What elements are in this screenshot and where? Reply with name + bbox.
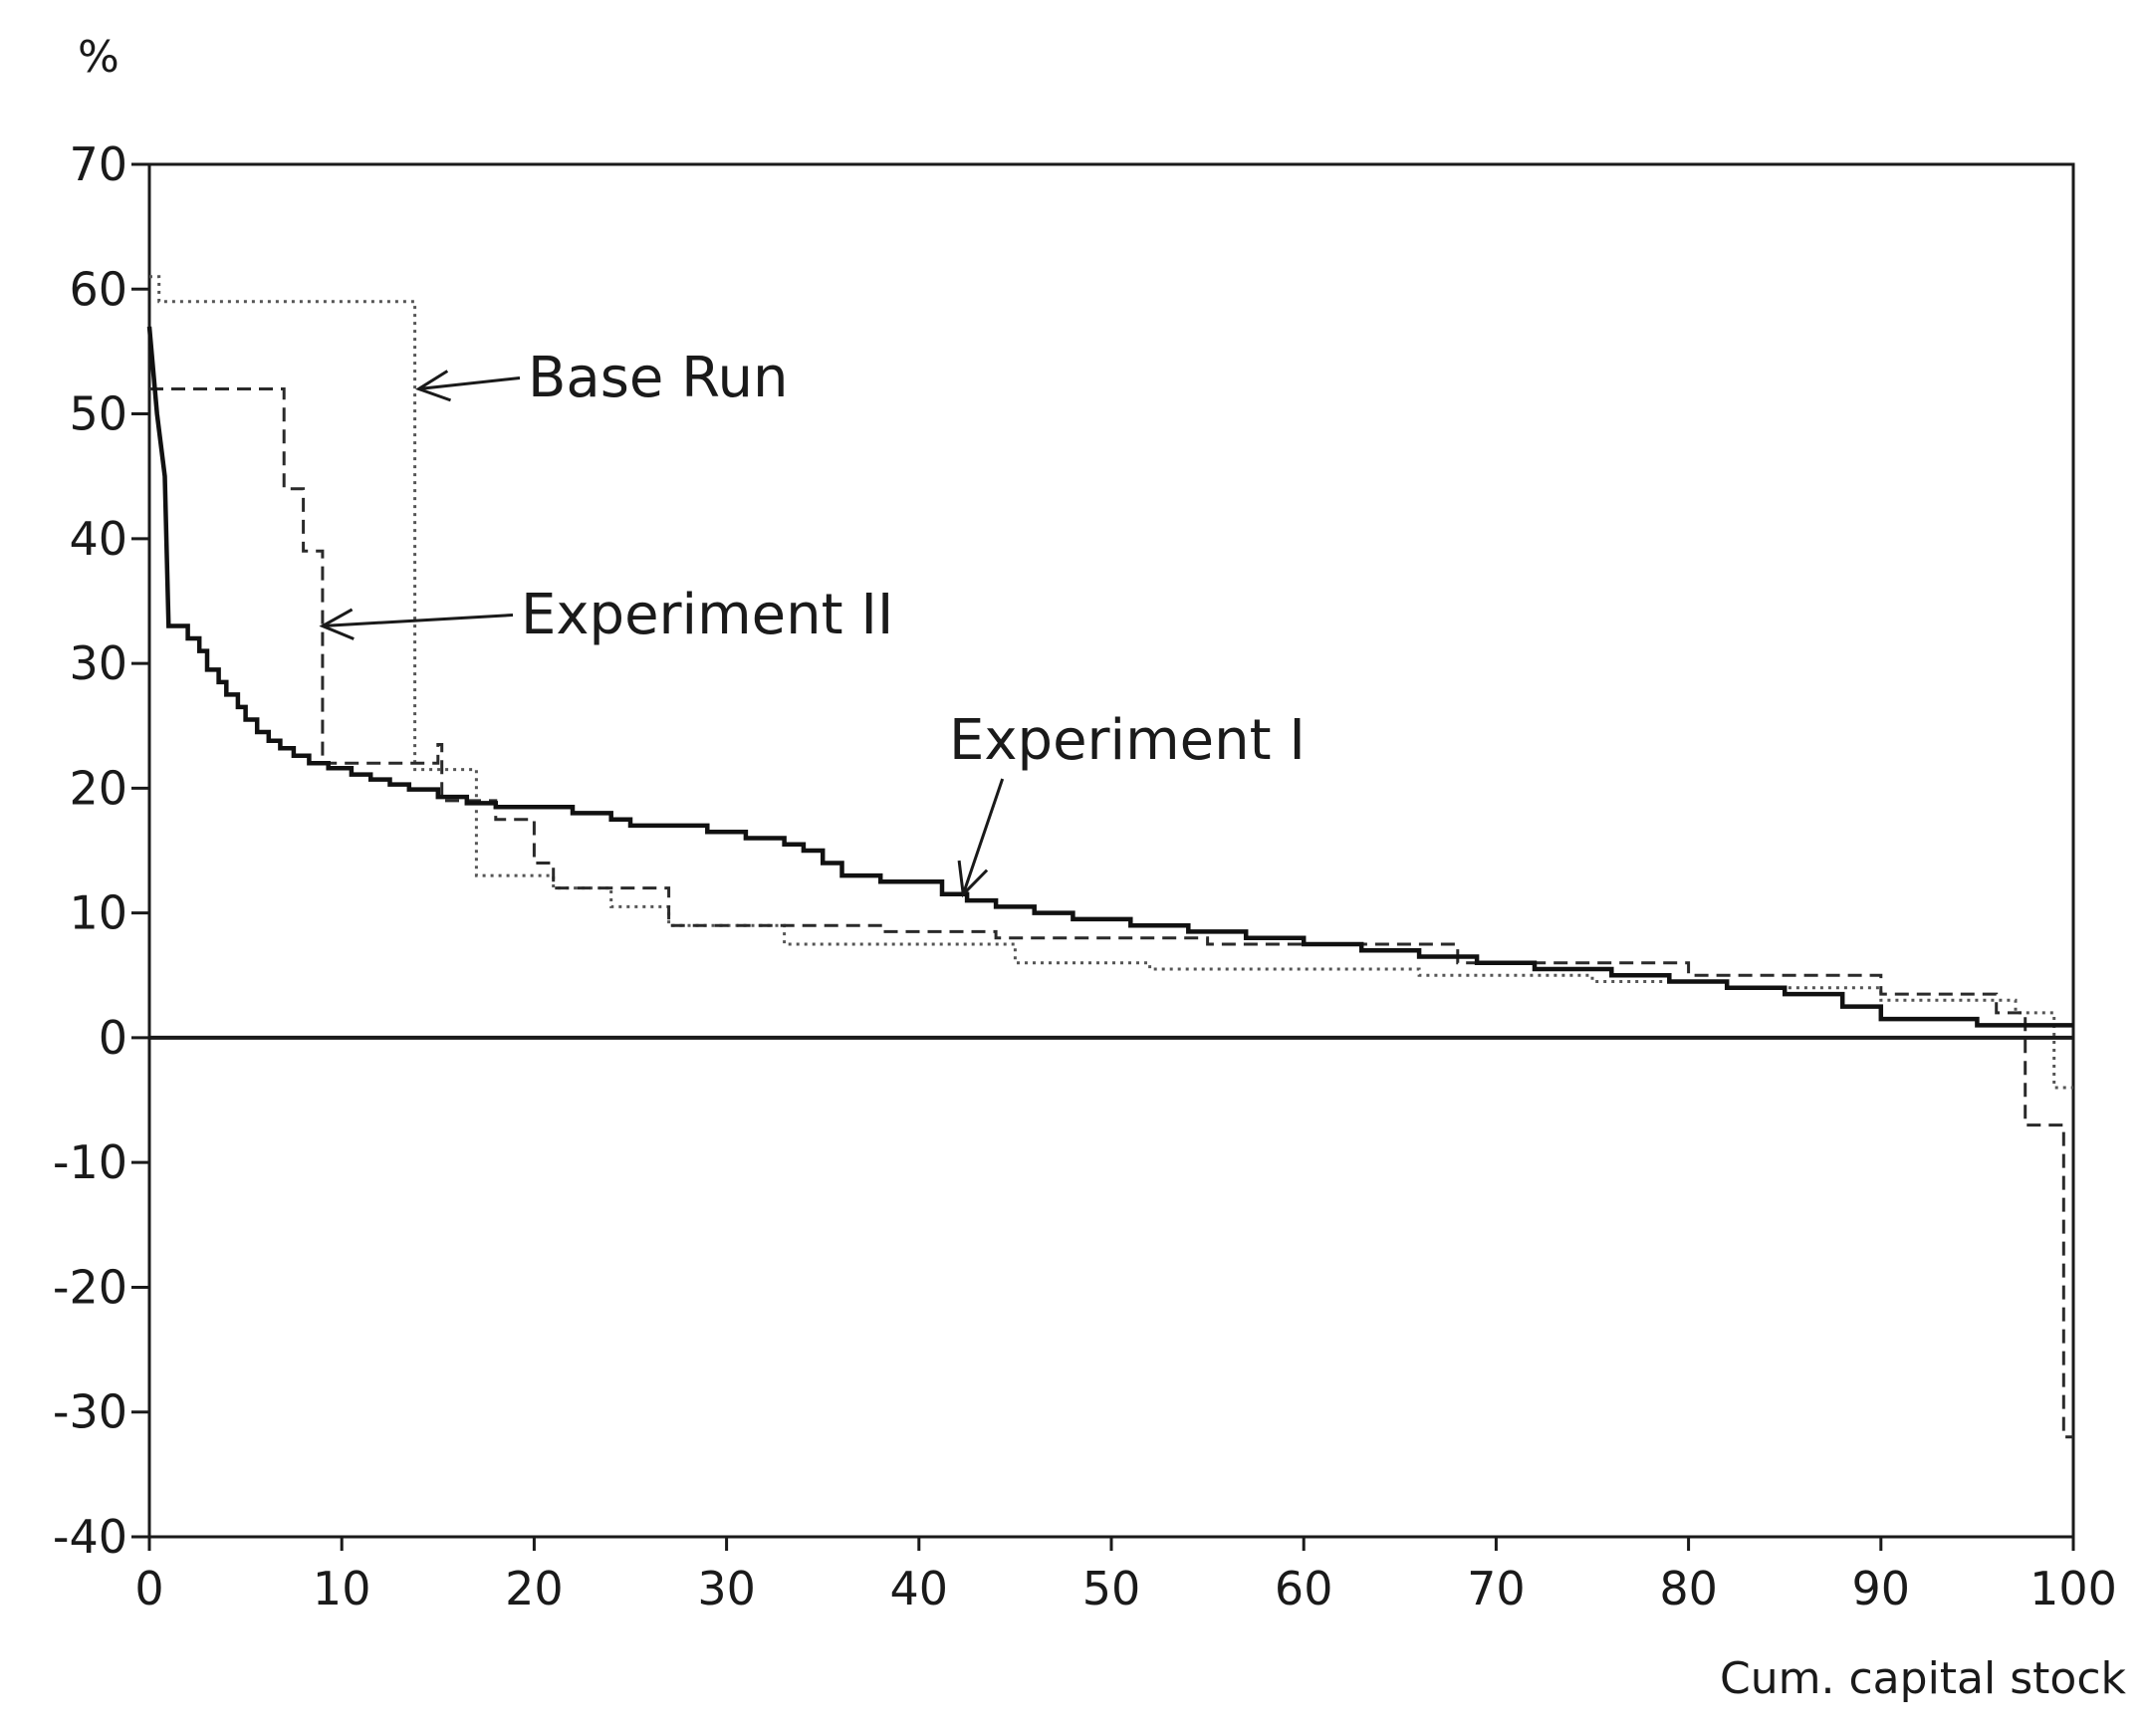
- series-line-experiment-ii: [149, 387, 2073, 1439]
- x-tick-label: 20: [505, 1562, 564, 1615]
- y-tick-label: 60: [69, 262, 127, 316]
- y-tick-label: 50: [69, 387, 127, 441]
- y-tick-label: 0: [99, 1011, 127, 1065]
- plot-frame: [147, 162, 2075, 1539]
- y-tick-label: -40: [53, 1510, 127, 1564]
- x-tick-label: 100: [2030, 1562, 2117, 1615]
- annotation-base-run: Base Run: [528, 346, 789, 410]
- y-axis: 70 60 50 40 30 20 10 0 -10 -20 -30 -40: [53, 137, 149, 1564]
- x-tick-label: 30: [697, 1562, 756, 1615]
- x-tick-label: 10: [313, 1562, 371, 1615]
- annotation-experiment-i: Experiment I: [949, 708, 1306, 773]
- x-tick-label: 80: [1659, 1562, 1718, 1615]
- x-tick-label: 70: [1467, 1562, 1526, 1615]
- x-axis: 0 10 20 30 40 50 60 70 80 90 100: [134, 1537, 2117, 1615]
- x-tick-label: 60: [1275, 1562, 1333, 1615]
- series-layer: [146, 275, 2073, 1439]
- series-line-base-run: [149, 275, 2073, 1090]
- x-axis-title: Cum. capital stock: [1720, 1653, 2126, 1704]
- annotation-arrow-shaft: [961, 778, 1005, 895]
- y-tick-label: -10: [53, 1135, 127, 1189]
- y-tick-label: -20: [53, 1260, 127, 1314]
- x-tick-label: 90: [1852, 1562, 1911, 1615]
- x-tick-label: 0: [134, 1562, 163, 1615]
- y-tick-label: 70: [69, 137, 127, 191]
- y-tick-label: 30: [69, 636, 127, 690]
- y-tick-label: 40: [69, 512, 127, 566]
- y-tick-label: 10: [69, 886, 127, 940]
- x-tick-label: 40: [890, 1562, 949, 1615]
- annotation-arrow-head: [415, 370, 452, 402]
- y-tick-label: -30: [53, 1385, 127, 1439]
- y-axis-title: %: [78, 32, 119, 83]
- annotation-arrow-shaft: [418, 376, 521, 390]
- annotation-layer: Base Run Experiment II Experiment I: [319, 346, 1306, 898]
- x-tick-label: 50: [1082, 1562, 1141, 1615]
- annotation-experiment-ii: Experiment II: [521, 583, 893, 647]
- series-line-experiment-i: [146, 326, 2073, 1028]
- y-tick-label: 20: [69, 761, 127, 815]
- annotation-arrow-shaft: [322, 614, 514, 628]
- annotation-arrow-head: [957, 860, 989, 898]
- annotation-arrow-head: [319, 608, 355, 640]
